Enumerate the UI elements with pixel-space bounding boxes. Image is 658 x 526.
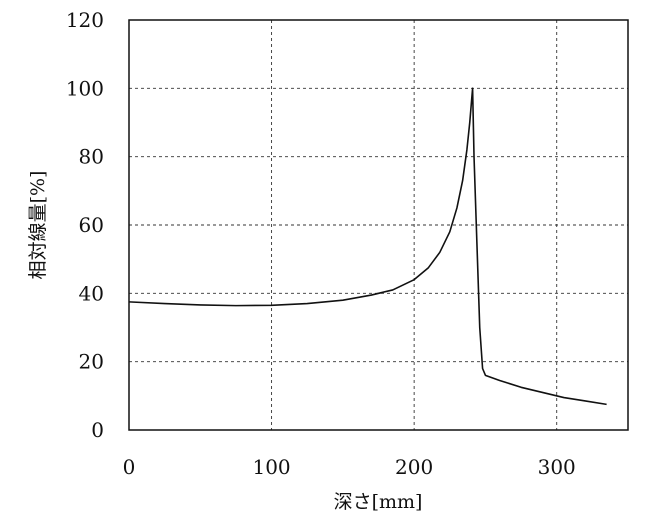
x-tick-label: 0 <box>123 455 136 479</box>
x-axis-title: 深さ[mm] <box>334 491 423 513</box>
y-tick-label: 60 <box>79 213 104 237</box>
y-tick-label: 0 <box>91 418 104 442</box>
y-tick-labels: 0 20 40 60 80 100 120 <box>66 8 104 442</box>
x-tick-label: 100 <box>252 455 290 479</box>
y-gridlines <box>129 87 628 363</box>
y-tick-label: 100 <box>66 76 104 100</box>
y-tick-label: 40 <box>79 281 104 305</box>
x-tick-labels: 0 100 200 300 <box>123 455 576 479</box>
dose-curve <box>128 87 607 406</box>
y-axis-title: 相対線量[%] <box>27 171 49 280</box>
x-tick-label: 300 <box>538 455 576 479</box>
y-tick-label: 20 <box>79 350 104 374</box>
y-tick-label: 80 <box>79 145 104 169</box>
plot-frame <box>128 19 629 431</box>
y-tick-label: 120 <box>66 8 104 32</box>
x-tick-label: 200 <box>395 455 433 479</box>
